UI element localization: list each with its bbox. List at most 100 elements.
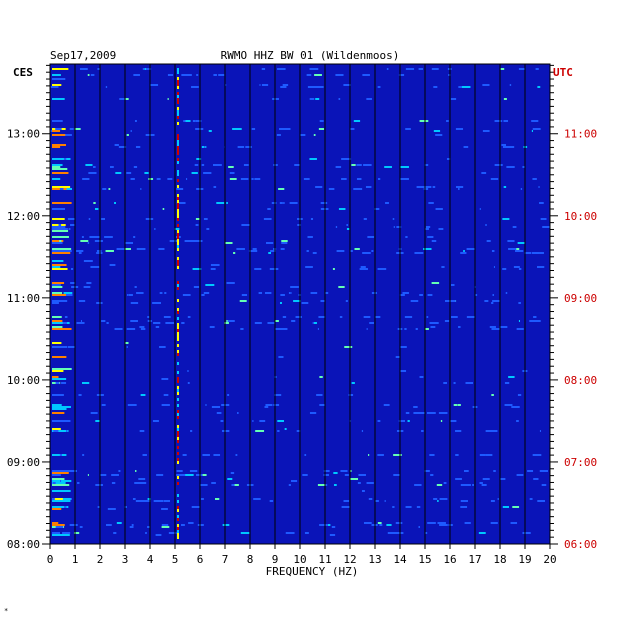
spectral-energy — [167, 98, 169, 100]
spectral-energy — [142, 454, 147, 456]
spectral-energy — [341, 470, 347, 472]
spectral-energy — [69, 524, 78, 526]
spectral-energy — [225, 242, 233, 244]
spectral-energy — [191, 172, 198, 174]
spectral-energy — [279, 202, 283, 204]
spectral-energy — [64, 506, 67, 508]
spectral-energy — [80, 320, 83, 322]
spectral-energy — [78, 252, 82, 254]
line-5hz-energy — [177, 332, 179, 335]
spectral-energy — [163, 394, 169, 396]
spectral-energy — [338, 98, 341, 100]
spectral-energy — [307, 236, 313, 238]
footer-mark: * — [4, 607, 8, 615]
spectral-energy — [439, 498, 448, 500]
line-5hz-energy — [177, 308, 179, 311]
spectral-energy — [400, 178, 409, 180]
spectral-energy — [363, 316, 371, 318]
spectral-energy — [55, 382, 60, 384]
line-5hz-energy — [177, 233, 179, 236]
line-5hz-energy — [177, 350, 179, 353]
spectral-energy — [167, 74, 174, 76]
line-5hz-energy — [177, 143, 179, 146]
spectral-energy — [168, 532, 177, 534]
spectral-energy — [502, 218, 510, 220]
line-5hz-energy — [177, 248, 179, 251]
spectral-energy — [315, 186, 323, 188]
spectral-energy — [486, 240, 491, 242]
spectral-energy — [426, 316, 429, 318]
line-5hz-energy — [177, 83, 179, 86]
spectral-energy — [230, 472, 235, 474]
spectral-energy — [315, 86, 324, 88]
spectral-energy — [383, 404, 390, 406]
spectral-energy — [305, 266, 313, 268]
spectral-energy — [185, 120, 191, 122]
spectral-energy — [398, 420, 405, 422]
spectral-energy — [450, 98, 457, 100]
spectral-energy — [135, 74, 140, 76]
lowfreq-energy — [52, 342, 62, 344]
spectral-energy — [362, 252, 371, 254]
lowfreq-energy — [52, 284, 61, 286]
spectral-energy — [438, 228, 444, 230]
spectral-energy — [466, 316, 475, 318]
line-5hz-energy — [177, 134, 179, 137]
spectral-energy — [195, 120, 202, 122]
spectral-energy — [210, 264, 220, 266]
spectral-energy — [481, 484, 487, 486]
line-5hz-energy — [177, 77, 179, 80]
spectral-energy — [265, 242, 274, 244]
spectral-energy — [226, 202, 228, 204]
spectral-energy — [343, 84, 351, 86]
spectral-energy — [187, 370, 189, 372]
spectral-energy — [384, 500, 386, 502]
spectral-energy — [261, 84, 269, 86]
spectral-energy — [531, 252, 540, 254]
spectral-energy — [297, 224, 302, 226]
x-tick-label: 12 — [343, 553, 356, 566]
spectral-energy — [159, 346, 166, 348]
line-5hz-energy — [177, 437, 179, 440]
spectral-energy — [314, 74, 322, 76]
frequency-grid — [49, 63, 551, 545]
tick-marks — [42, 64, 558, 549]
spectral-energy — [83, 286, 91, 288]
lowfreq-energy — [52, 120, 63, 122]
spectral-energy — [349, 478, 359, 480]
x-tick-label: 1 — [72, 553, 79, 566]
spectral-energy — [296, 430, 301, 432]
spectral-energy — [413, 412, 422, 414]
spectral-energy — [156, 178, 161, 180]
spectral-energy — [425, 226, 431, 228]
spectral-energy — [210, 268, 216, 270]
spectral-energy — [241, 294, 248, 296]
spectral-energy — [353, 188, 363, 190]
lowfreq-energy — [52, 478, 65, 480]
spectral-energy — [475, 294, 478, 296]
line-5hz-energy — [177, 338, 179, 341]
line-5hz-energy — [177, 140, 179, 143]
spectral-energy — [499, 326, 508, 328]
spectral-energy — [421, 430, 424, 432]
spectral-energy — [315, 98, 320, 100]
spectral-energy — [267, 322, 275, 324]
spectral-energy — [423, 248, 432, 250]
line-5hz-energy — [177, 209, 179, 212]
spectral-energy — [65, 134, 72, 136]
spectral-energy — [206, 228, 210, 230]
x-tick-label: 14 — [393, 553, 407, 566]
spectral-energy — [515, 248, 520, 250]
spectral-energy — [527, 470, 534, 472]
spectral-energy — [354, 248, 360, 250]
spectral-energy — [539, 430, 541, 432]
x-tick-label: 13 — [368, 553, 381, 566]
spectral-energy — [194, 164, 199, 166]
line-5hz-energy — [177, 158, 179, 161]
spectral-energy — [183, 120, 187, 122]
spectral-energy — [127, 404, 137, 406]
spectral-energy — [50, 86, 59, 88]
spectral-energy — [427, 294, 433, 296]
spectral-energy — [77, 250, 84, 252]
line-5hz-energy — [177, 377, 179, 380]
